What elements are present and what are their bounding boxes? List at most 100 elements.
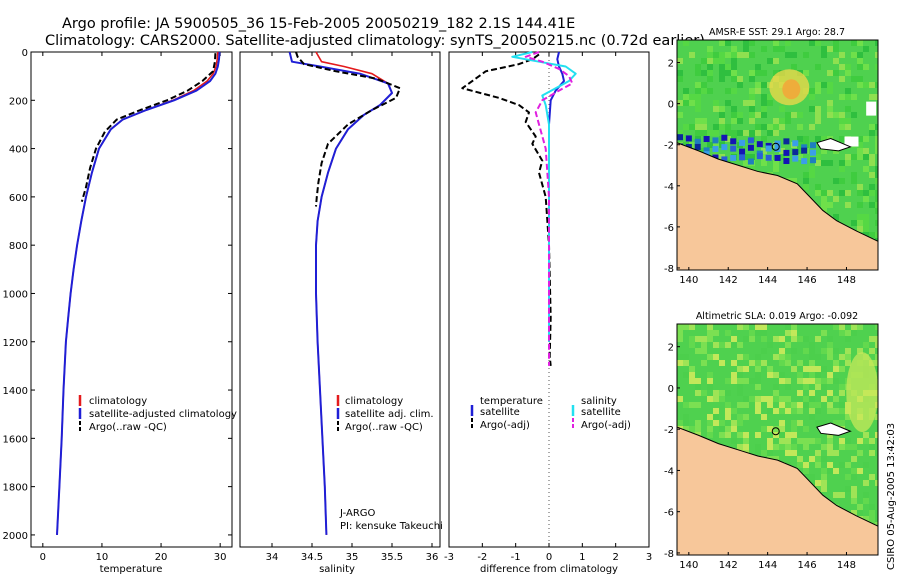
x-tick-label: 34.5 — [301, 552, 323, 563]
map-cell — [827, 88, 833, 94]
map-cell — [743, 130, 749, 136]
map-cell — [791, 178, 797, 184]
salinity-legend-climatology: climatology — [345, 396, 403, 407]
map-cell — [761, 396, 767, 402]
map-cell — [803, 360, 809, 366]
map-cell — [875, 354, 878, 360]
map-cell — [755, 408, 761, 414]
cool-cell — [677, 134, 683, 141]
map-cell — [791, 324, 797, 330]
map-cell — [755, 64, 761, 70]
map-cell — [809, 438, 815, 444]
sst-map-x-ticks: 140 142 144 146 148 — [679, 267, 856, 286]
cool-cell — [721, 134, 728, 141]
map-cell — [695, 70, 701, 76]
map-cell — [707, 414, 713, 420]
map-cell — [713, 420, 719, 426]
map-cell — [857, 52, 863, 58]
map-cell — [785, 402, 791, 408]
map-cell — [689, 366, 695, 372]
map-cell — [833, 450, 839, 456]
map-cell — [803, 52, 809, 58]
map-cell — [833, 366, 839, 372]
map-cell — [761, 154, 767, 160]
map-cell — [797, 420, 803, 426]
map-cell — [857, 40, 863, 46]
x-tick-label: 30 — [214, 552, 227, 563]
map-cell — [677, 100, 683, 106]
map-cell — [869, 160, 875, 166]
map-cell — [851, 154, 857, 160]
y-tick-label: 400 — [9, 145, 28, 156]
map-cell — [731, 130, 737, 136]
map-cell — [821, 160, 827, 166]
cool-cell — [801, 158, 808, 165]
map-cell — [827, 408, 833, 414]
map-cell — [857, 76, 863, 82]
map-cell — [797, 372, 803, 378]
salinity-x-ticks: 34 34.5 35 35.5 36 — [266, 52, 438, 563]
cool-cell — [703, 147, 710, 154]
map-cell — [677, 336, 683, 342]
map-cell — [719, 112, 725, 118]
map-cell — [875, 40, 878, 46]
salinity-legend-satellite-adjusted: satellite adj. clim. — [345, 409, 434, 420]
map-cell — [857, 202, 863, 208]
salinity-panel: 34 34.5 35 35.5 36 salinity climatology sate… — [239, 51, 443, 575]
map-cell — [875, 172, 878, 178]
map-cell — [731, 88, 737, 94]
map-cell — [815, 354, 821, 360]
map-cell — [845, 202, 851, 208]
map-cell — [839, 384, 845, 390]
map-cell — [683, 88, 689, 94]
map-cell — [845, 160, 851, 166]
map-cell — [773, 58, 779, 64]
map-cell — [809, 366, 815, 372]
y-tick-label: 0 — [668, 384, 674, 395]
y-tick-label: 0 — [22, 48, 28, 59]
map-cell — [875, 82, 878, 88]
argo-position-marker — [771, 427, 780, 436]
cool-cell — [730, 155, 737, 162]
map-cell — [731, 52, 737, 58]
map-cell — [677, 324, 683, 330]
map-cell — [863, 46, 869, 52]
map-cell — [689, 342, 695, 348]
map-cell — [743, 396, 749, 402]
temperature-x-axis-label: temperature — [100, 564, 163, 575]
map-cell — [773, 130, 779, 136]
cool-cell — [792, 155, 799, 162]
map-cell — [767, 450, 773, 456]
map-cell — [869, 444, 875, 450]
cool-cell — [739, 139, 746, 146]
map-cell — [719, 420, 725, 426]
map-cell — [749, 378, 755, 384]
map-cell — [707, 396, 713, 402]
map-cell — [839, 76, 845, 82]
x-tick-label: 3 — [646, 552, 652, 563]
map-cell — [749, 118, 755, 124]
map-cell — [737, 432, 743, 438]
map-cell — [731, 70, 737, 76]
map-cell — [857, 438, 863, 444]
map-cell — [767, 408, 773, 414]
map-cell — [839, 390, 845, 396]
map-cell — [755, 402, 761, 408]
map-cell — [701, 58, 707, 64]
map-cell — [821, 46, 827, 52]
map-cell — [743, 432, 749, 438]
map-cell — [689, 378, 695, 384]
map-cell — [785, 384, 791, 390]
map-cell — [695, 118, 701, 124]
map-cell — [845, 94, 851, 100]
map-cell — [797, 142, 803, 148]
map-cell — [773, 456, 779, 462]
map-cell — [743, 438, 749, 444]
map-cell — [773, 354, 779, 360]
cool-cell — [694, 138, 701, 145]
map-cell — [779, 148, 785, 154]
map-cell — [767, 124, 773, 130]
cool-cell — [721, 144, 728, 151]
map-cell — [833, 70, 839, 76]
map-cell — [863, 232, 869, 238]
